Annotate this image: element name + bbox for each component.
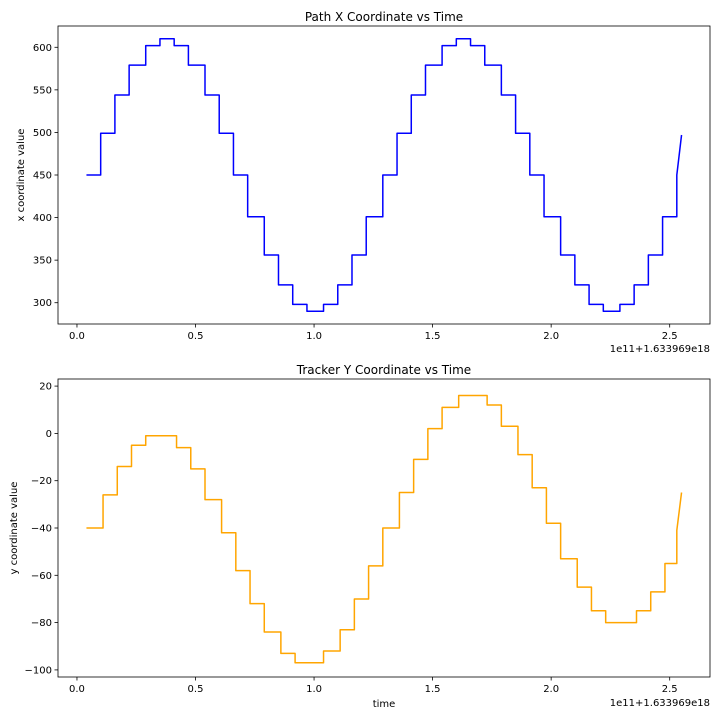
y-tick-label: 600 (33, 43, 52, 54)
x-tick-label: 1.5 (425, 684, 441, 695)
y-tick-label: 550 (33, 85, 52, 96)
chart-title: Path X Coordinate vs Time (305, 10, 463, 24)
y-tick-label: −60 (31, 571, 52, 582)
y-tick-label: −80 (31, 618, 52, 629)
x-tick-label: 0.5 (188, 684, 204, 695)
y-axis-label: x coordinate value (16, 129, 27, 222)
x-offset-label: 1e11+1.633969e18 (610, 698, 710, 709)
y-axis-label: y coordinate value (9, 482, 20, 575)
y-tick-label: −40 (31, 524, 52, 535)
chart-title: Tracker Y Coordinate vs Time (296, 363, 471, 377)
x-tick-label: 1.0 (306, 684, 322, 695)
y-tick-label: 400 (33, 213, 52, 224)
y-tick-label: −20 (31, 476, 52, 487)
series-line (86, 38, 683, 312)
y-tick-label: 500 (33, 128, 52, 139)
x-coordinate-chart: 0.0 0.5 1.0 1.5 2.0 2.5 300 350 400 450 500 550 600 P… (16, 10, 711, 355)
x-tick-label: 0.0 (69, 684, 85, 695)
x-tick-label: 0.5 (188, 331, 204, 342)
x-tick-label: 2.0 (543, 684, 559, 695)
x-axis-label: time (373, 699, 396, 710)
y-tick-label: −100 (25, 665, 52, 676)
x-offset-label: 1e11+1.633969e18 (610, 344, 710, 355)
x-tick-label: 1.5 (425, 331, 441, 342)
x-tick-label: 2.0 (543, 331, 559, 342)
x-tick-label: 2.5 (662, 684, 678, 695)
series-line (86, 394, 683, 664)
x-tick-label: 1.0 (306, 331, 322, 342)
y-tick-label: 20 (39, 382, 52, 393)
x-tick-label: 2.5 (662, 331, 678, 342)
y-tick-label: 0 (46, 429, 52, 440)
y-coordinate-chart: 0.0 0.5 1.0 1.5 2.0 2.5 −100 −80 −60 −40 −20 0 20 Tra… (9, 363, 711, 710)
y-tick-label: 350 (33, 256, 52, 267)
y-tick-label: 300 (33, 298, 52, 309)
x-tick-label: 0.0 (69, 331, 85, 342)
y-tick-label: 450 (33, 171, 52, 182)
